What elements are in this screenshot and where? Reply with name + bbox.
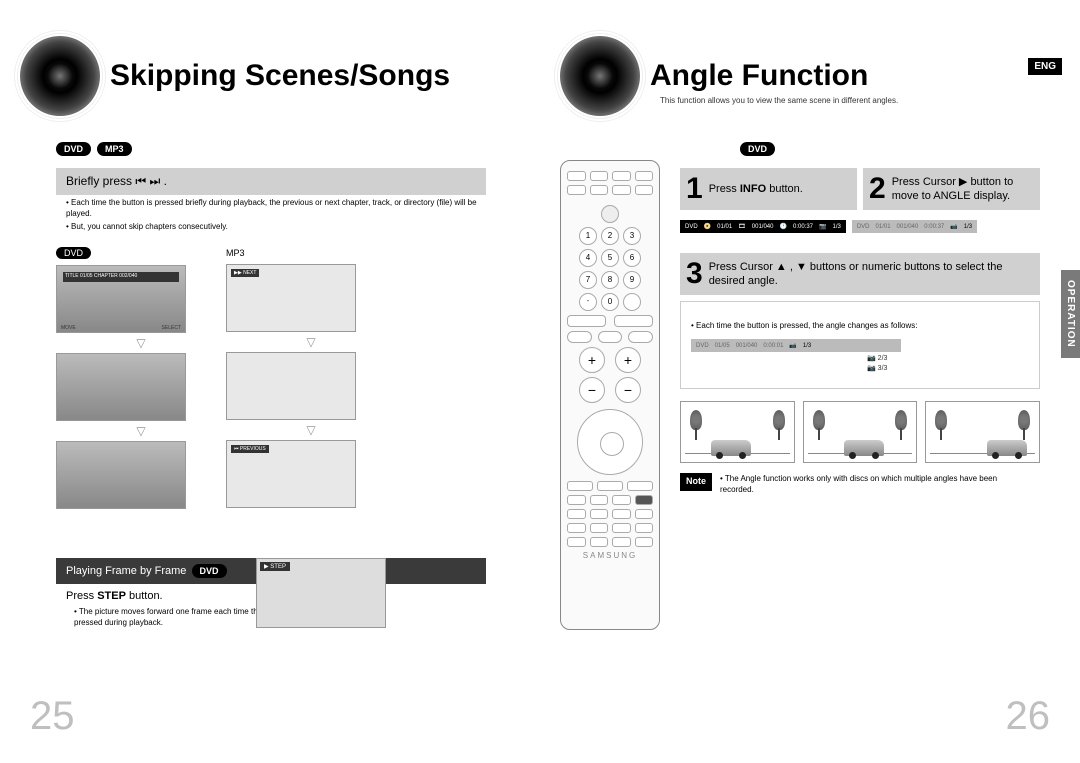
section-frame-by-frame: Playing Frame by Frame DVD Press STEP bu…	[56, 558, 486, 628]
step-thumb-label: ▶ STEP	[260, 562, 290, 571]
step-1-num: 1	[686, 174, 703, 204]
label-dvd: DVD	[56, 247, 91, 259]
step-3-text: Press Cursor ▲ , ▼ buttons or numeric bu…	[709, 260, 1032, 289]
subtitle: This function allows you to view the sam…	[660, 96, 898, 105]
dvd-thumb-title: TITLE 01/05 CHAPTER 002/040	[63, 272, 179, 282]
title-right: Angle Function	[650, 59, 868, 93]
mp3-menu: ⏮ PREVIOUS	[226, 440, 356, 508]
angle-view-2	[803, 401, 918, 463]
arrow-down-icon: ▽	[56, 337, 226, 349]
page-25: Skipping Scenes/Songs DVD MP3 Briefly pr…	[0, 0, 540, 763]
remote-dpad	[577, 409, 643, 475]
angle-steps: 1 Press INFO button. 2 Press Cursor ▶ bu…	[680, 168, 1040, 496]
mp3-prev-label: ⏮ PREVIOUS	[231, 445, 269, 453]
note-text: The Angle function works only with discs…	[720, 473, 1000, 495]
step-1: 1 Press INFO button.	[680, 168, 857, 210]
col-dvd: DVD TITLE 01/05 CHAPTER 002/040 MOVE SEL…	[56, 243, 226, 513]
badge-mp3: MP3	[97, 142, 132, 156]
hint-move: MOVE	[61, 325, 76, 331]
remote-control: 123 456 789 -0 ++ −− SAMSUNG	[560, 160, 660, 630]
angle-view-1	[680, 401, 795, 463]
badge-row-right: DVD	[740, 142, 775, 156]
col-mp3: MP3 ▶▶ NEXT ▽ ▽ ⏮ PREVIOUS	[226, 243, 396, 513]
label-mp3: MP3	[226, 248, 245, 258]
lang-badge: ENG	[1028, 58, 1062, 75]
page-number: 26	[1006, 694, 1051, 739]
step-2: 2 Press Cursor ▶ button to move to ANGLE…	[863, 168, 1040, 210]
dvd-thumb: TITLE 01/05 CHAPTER 002/040 MOVE SELECT	[56, 265, 186, 333]
info-strip-1: DVD 📀 01/01 🎞 001/040 🕐 0:00:37 📷 1/3	[680, 220, 846, 233]
badge-dvd-inline: DVD	[192, 564, 227, 578]
note-badge: Note	[680, 473, 712, 491]
bar-frame-label: Playing Frame by Frame	[66, 565, 186, 577]
arrow-down-icon: ▽	[226, 424, 396, 436]
mp3-next-label: ▶▶ NEXT	[231, 269, 259, 277]
title-row-left: Skipping Scenes/Songs	[20, 36, 450, 116]
arrow-down-icon: ▽	[226, 336, 396, 348]
info-strip-2: DVD 01/01 001/040 0:00:37 📷 1/3	[852, 220, 977, 233]
note-row: Note The Angle function works only with …	[680, 473, 1040, 495]
side-tab-operation: OPERATION	[1061, 270, 1080, 358]
speaker-icon	[560, 36, 640, 116]
remote-led	[601, 205, 619, 223]
bar-briefly-press: Briefly press ⏮ ⏭ .	[56, 168, 486, 195]
remote-brand: SAMSUNG	[567, 551, 653, 560]
badge-dvd: DVD	[740, 142, 775, 156]
angle-bullet: Each time the button is pressed, the ang…	[691, 318, 1029, 331]
page-26: Angle Function This function allows you …	[540, 0, 1080, 763]
step-thumb: ▶ STEP	[256, 558, 386, 628]
angle-view-3	[925, 401, 1040, 463]
bullet: But, you cannot skip chapters consecutiv…	[56, 219, 486, 232]
step-2-num: 2	[869, 174, 886, 204]
bullet: Each time the button is pressed briefly …	[56, 195, 486, 219]
badge-dvd: DVD	[56, 142, 91, 156]
step-3-num: 3	[686, 259, 703, 289]
title-left: Skipping Scenes/Songs	[110, 59, 450, 93]
dvd-thumb	[56, 441, 186, 509]
section-skip: Briefly press ⏮ ⏭ . Each time the button…	[56, 168, 486, 513]
angle-illustration-row	[680, 401, 1040, 463]
angle-strip: DVD 01/05 001/040 0:00:01 📷 1/3	[691, 339, 901, 352]
step-3: 3 Press Cursor ▲ , ▼ buttons or numeric …	[680, 253, 1040, 295]
step-2-text: Press Cursor ▶ button to move to ANGLE d…	[892, 175, 1032, 204]
step-1-text: Press INFO button.	[709, 182, 803, 196]
dvd-thumb	[56, 353, 186, 421]
badge-row-left: DVD MP3	[56, 142, 132, 156]
page-number: 25	[30, 694, 75, 739]
dvd-mp3-columns: DVD TITLE 01/05 CHAPTER 002/040 MOVE SEL…	[56, 243, 486, 513]
arrow-down-icon: ▽	[56, 425, 226, 437]
speaker-icon	[20, 36, 100, 116]
hint-select: SELECT	[162, 325, 181, 331]
mp3-menu	[226, 352, 356, 420]
mp3-menu: ▶▶ NEXT	[226, 264, 356, 332]
angle-sequence-box: Each time the button is pressed, the ang…	[680, 301, 1040, 389]
